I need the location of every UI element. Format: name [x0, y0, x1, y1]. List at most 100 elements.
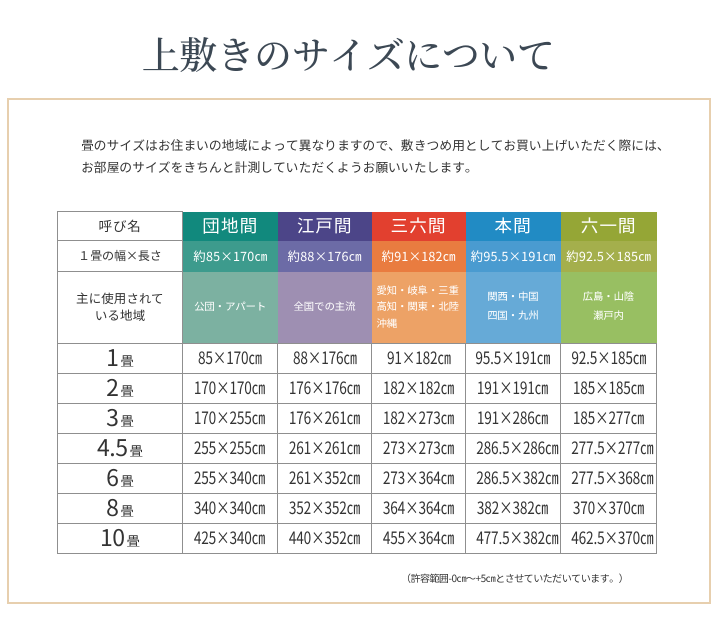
column-region-saburokuma-line-2: 高知・関東・北陸: [376, 302, 459, 312]
row-label-4.5-tatami: 4.5 畳: [57, 433, 183, 464]
table-row-4.5-tatami: 4.5 畳 255×255㎝ 261×261㎝ 273×273㎝ 286.5×286㎝ 27…: [57, 433, 657, 464]
table-row-8-tatami: 8 畳 340×340㎝ 352×352㎝ 364×364㎝ 382×382㎝ 370×37…: [57, 493, 657, 524]
size-value: 91×182㎝: [386, 349, 451, 367]
size-value: 255×255㎝: [194, 439, 266, 457]
corner-label: 呼び名: [57, 211, 183, 241]
size-cell-8-tatami-saburokuma: 364×364㎝: [371, 493, 466, 524]
size-value: 88×176㎝: [292, 349, 357, 367]
column-region-danchima-line-1: 公団・アパート: [194, 301, 267, 312]
row-label-unit: 畳: [126, 533, 141, 548]
table-row-1-tatami: 1 畳 85×170㎝ 88×176㎝ 91×182㎝ 95.5×191㎝ 92.5×185…: [57, 343, 657, 374]
column-region-rokuichima-line-2: 瀬戸内: [593, 311, 624, 322]
row-label-unit: 畳: [120, 383, 134, 398]
size-cell-2-tatami-saburokuma: 182×182㎝: [371, 373, 466, 404]
row-label-number: 1: [106, 345, 119, 369]
row-label-unit: 畳: [120, 413, 134, 428]
size-cell-4.5-tatami-danchima: 255×255㎝: [182, 433, 278, 464]
size-value: 286.5×382㎝: [476, 469, 559, 487]
column-region-edoma-line-1: 全国での主流: [293, 301, 356, 312]
size-cell-3-tatami-rokuichima: 185×277㎝: [560, 403, 657, 434]
size-value: 95.5×191㎝: [475, 349, 551, 367]
column-header-saburokuma: 三六間: [371, 211, 466, 241]
size-cell-10-tatami-rokuichima: 462.5×370㎝: [560, 523, 657, 554]
size-value: 277.5×277㎝: [571, 439, 654, 457]
size-cell-6-tatami-edoma: 261×352㎝: [277, 463, 372, 494]
table-row-10-tatami: 10 畳 425×340㎝ 440×352㎝ 455×364㎝ 477.5×382㎝ 462…: [57, 523, 657, 554]
row-label-unit: 畳: [120, 473, 134, 488]
tolerance-note: （許容範囲-0㎝～+5㎝とさせていただいています。）: [401, 573, 629, 584]
size-value: 440×352㎝: [288, 529, 361, 547]
size-value: 286.5×286㎝: [476, 439, 559, 457]
size-row-label: １畳の幅×長さ: [57, 240, 183, 272]
size-cell-8-tatami-danchima: 340×340㎝: [182, 493, 278, 524]
size-value: 364×364㎝: [382, 499, 455, 517]
column-region-honma-line-1: 関西・中国: [487, 292, 539, 303]
size-value: 85×170㎝: [198, 349, 262, 367]
size-cell-6-tatami-rokuichima: 277.5×368㎝: [560, 463, 657, 494]
size-cell-1-tatami-edoma: 88×176㎝: [277, 343, 372, 374]
size-cell-8-tatami-honma: 382×382㎝: [465, 493, 561, 524]
table-row-3-tatami: 3 畳 170×255㎝ 176×261㎝ 182×273㎝ 191×286㎝ 185×27…: [57, 403, 657, 434]
size-cell-8-tatami-edoma: 352×352㎝: [277, 493, 372, 524]
column-region-rokuichima: 広島・山陰 瀬戸内: [560, 271, 657, 344]
size-cell-3-tatami-edoma: 176×261㎝: [277, 403, 372, 434]
column-region-saburokuma-line-1: 愛知・岐阜・三重: [376, 285, 459, 296]
size-cell-6-tatami-danchima: 255×340㎝: [182, 463, 278, 494]
size-value: 176×261㎝: [288, 409, 361, 427]
row-label-unit: 畳: [129, 443, 143, 458]
region-row-label: 主に使用されて いる地域: [57, 271, 183, 344]
intro-text: 畳のサイズはお住まいの地域によって異なりますので、敷きつめ用としてお買い上げいた…: [81, 135, 670, 180]
column-size-danchima: 約85×170㎝: [182, 240, 278, 272]
region-row-label-line-2: いる地域: [94, 308, 145, 322]
size-value: 191×191㎝: [477, 379, 549, 397]
size-cell-10-tatami-danchima: 425×340㎝: [182, 523, 278, 554]
size-cell-6-tatami-saburokuma: 273×364㎝: [371, 463, 466, 494]
size-value: 185×185㎝: [572, 379, 645, 397]
table-row-regions: 主に使用されて いる地域 公団・アパート 全国での主流 愛知・岐阜・三重 高知・関東・北…: [57, 271, 657, 344]
column-header-rokuichima: 六一間: [560, 211, 657, 241]
size-value: 382×382㎝: [477, 499, 549, 517]
column-region-edoma: 全国での主流: [277, 271, 372, 344]
size-value: 425×340㎝: [194, 529, 266, 547]
size-cell-6-tatami-honma: 286.5×382㎝: [465, 463, 561, 494]
region-row-label-line-1: 主に使用されて: [76, 292, 164, 305]
size-cell-4.5-tatami-honma: 286.5×286㎝: [465, 433, 561, 464]
size-cell-1-tatami-rokuichima: 92.5×185㎝: [560, 343, 657, 374]
size-value: 370×370㎝: [572, 499, 645, 517]
column-region-danchima: 公団・アパート: [182, 271, 278, 344]
size-value: 182×182㎝: [382, 379, 455, 397]
column-size-honma: 約95.5×191㎝: [465, 240, 561, 272]
intro-line-1: 畳のサイズはお住まいの地域によって異なりますので、敷きつめ用としてお買い上げいた…: [81, 138, 670, 152]
size-value: 170×170㎝: [194, 379, 266, 397]
column-size-edoma: 約88×176㎝: [277, 240, 372, 272]
size-cell-4.5-tatami-rokuichima: 277.5×277㎝: [560, 433, 657, 464]
row-label-unit: 畳: [120, 353, 134, 368]
size-value: 255×340㎝: [194, 469, 266, 487]
table-row-2-tatami: 2 畳 170×170㎝ 176×176㎝ 182×182㎝ 191×191㎝ 185×18…: [57, 373, 657, 404]
column-header-danchima: 団地間: [182, 211, 278, 241]
size-cell-8-tatami-rokuichima: 370×370㎝: [560, 493, 657, 524]
size-cell-3-tatami-honma: 191×286㎝: [465, 403, 561, 434]
row-label-number: 3: [106, 405, 119, 429]
size-value: 182×273㎝: [382, 409, 455, 427]
size-value: 92.5×185㎝: [571, 349, 646, 367]
column-size-saburokuma: 約91×182㎝: [371, 240, 466, 272]
row-label-10-tatami: 10 畳: [57, 523, 183, 554]
size-cell-2-tatami-danchima: 170×170㎝: [182, 373, 278, 404]
column-region-saburokuma-line-3: 沖縄: [376, 318, 398, 329]
content-box: 畳のサイズはお住まいの地域によって異なりますので、敷きつめ用としてお買い上げいた…: [7, 98, 711, 604]
size-cell-1-tatami-saburokuma: 91×182㎝: [371, 343, 466, 374]
column-size-rokuichima: 約92.5×185㎝: [560, 240, 657, 272]
page-title: 上敷きのサイズについて: [141, 36, 555, 74]
size-cell-10-tatami-saburokuma: 455×364㎝: [371, 523, 466, 554]
size-cell-4.5-tatami-edoma: 261×261㎝: [277, 433, 372, 464]
size-value: 340×340㎝: [194, 499, 266, 517]
table-row-names: 呼び名 団地間 江戸間 三六間 本間 六一間: [57, 211, 657, 241]
size-cell-4.5-tatami-saburokuma: 273×273㎝: [371, 433, 466, 464]
row-label-number: 4.5: [97, 435, 128, 459]
size-value: 261×261㎝: [288, 439, 361, 457]
row-label-number: 8: [106, 495, 119, 519]
